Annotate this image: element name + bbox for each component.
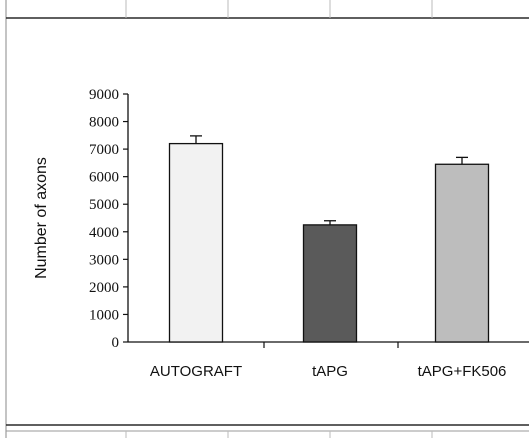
sheet-frame: [5, 0, 529, 438]
error-bars: [190, 135, 468, 225]
y-tick-label: 6000: [89, 170, 119, 186]
bar-tapg-fk506: [434, 163, 490, 343]
x-tick-label: AUTOGRAFT: [150, 363, 242, 380]
y-axis-label: Number of axons: [33, 157, 50, 279]
bars: [168, 142, 490, 343]
bar-tapg: [302, 224, 358, 343]
y-tick-label: 8000: [89, 115, 119, 131]
bar-autograft: [168, 142, 224, 343]
y-tick-label: 1000: [89, 307, 119, 323]
y-ticks: 0 1000 2000 3000 4000 5000 6000 7000 8000 9000: [89, 87, 128, 351]
x-ticks: [263, 342, 399, 348]
x-tick-label: tAPG: [312, 363, 348, 380]
y-tick-label: 9000: [89, 87, 119, 103]
y-tick-label: 3000: [89, 252, 119, 268]
y-tick-label: 4000: [89, 225, 119, 241]
y-tick-label: 7000: [89, 142, 119, 158]
y-tick-label: 2000: [89, 280, 119, 296]
y-tick-label: 0: [112, 335, 120, 351]
x-tick-label: tAPG+FK506: [418, 363, 507, 380]
y-tick-label: 5000: [89, 197, 119, 213]
x-tick-labels: AUTOGRAFT tAPG tAPG+FK506: [150, 363, 507, 380]
